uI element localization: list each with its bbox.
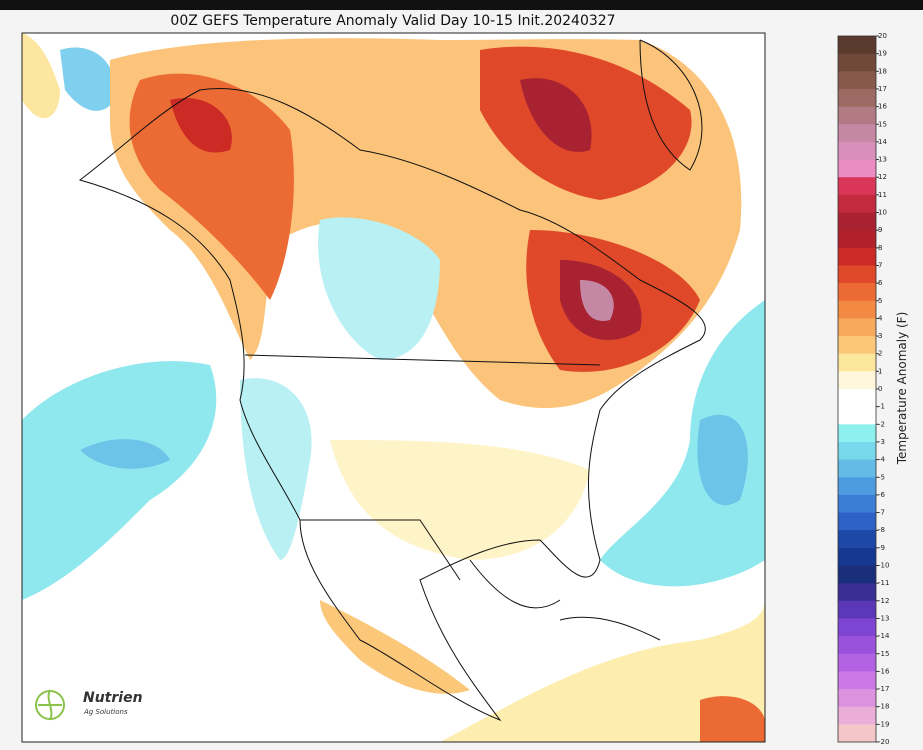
- colorbar-tick-label: 2: [878, 350, 882, 358]
- colorbar-tick-label: -16: [878, 667, 890, 675]
- colorbar-segment: [838, 494, 876, 514]
- colorbar-segment: [838, 283, 876, 302]
- colorbar-tick-label: 19: [878, 50, 887, 58]
- colorbar-tick-label: 0: [878, 385, 882, 393]
- colorbar-tick-label: -15: [878, 650, 889, 658]
- colorbar-segment: [838, 88, 876, 108]
- colorbar-segment: [838, 124, 876, 143]
- colorbar-tick-label: 18: [878, 67, 887, 75]
- colorbar-segment: [838, 141, 876, 161]
- logo-name: Nutrien: [83, 690, 143, 706]
- colorbar-tick-label: -1: [878, 403, 885, 411]
- colorbar-segment: [838, 441, 876, 461]
- colorbar-segment: [838, 724, 876, 743]
- colorbar-tick-label: 10: [878, 209, 887, 217]
- colorbar-segment: [838, 36, 876, 55]
- colorbar-tick-label: 20: [878, 32, 887, 40]
- colorbar-tick-label: 15: [878, 120, 887, 128]
- colorbar-tick-label: -2: [878, 420, 885, 428]
- colorbar-tick-label: -13: [878, 614, 889, 622]
- logo-tagline: Ag Solutions: [83, 708, 128, 716]
- colorbar-segment: [838, 353, 876, 372]
- map-title: 00Z GEFS Temperature Anomaly Valid Day 1…: [170, 13, 615, 29]
- colorbar-segment: [838, 424, 876, 443]
- colorbar-tick-label: 12: [878, 173, 887, 181]
- colorbar-segment: [838, 583, 876, 602]
- colorbar-tick-label: -19: [878, 720, 889, 728]
- colorbar-tick-label: -6: [878, 491, 886, 499]
- colorbar-segment: [838, 247, 876, 266]
- colorbar-segment: [838, 265, 876, 284]
- colorbar-tick-label: 6: [878, 279, 883, 287]
- colorbar-segment: [838, 106, 876, 125]
- colorbar-segment: [838, 71, 876, 90]
- colorbar-segment: [838, 371, 876, 390]
- colorbar-tick-label: -3: [878, 438, 885, 446]
- colorbar-tick-label: 9: [878, 226, 882, 234]
- colorbar-segment: [838, 459, 876, 478]
- colorbar-tick-label: 14: [878, 138, 887, 146]
- colorbar-segment: [838, 177, 876, 196]
- colorbar-tick-label: -11: [878, 579, 889, 587]
- colorbar-segment: [838, 565, 876, 584]
- colorbar: 20191817161514131211109876543210-1-2-3-4…: [837, 32, 890, 746]
- colorbar-segment: [838, 194, 876, 213]
- colorbar-segment: [838, 600, 876, 619]
- colorbar-segment: [838, 159, 876, 178]
- colorbar-segment: [838, 300, 876, 319]
- colorbar-segment: [838, 230, 876, 249]
- colorbar-tick-label: -20: [878, 738, 889, 746]
- colorbar-tick-label: -4: [878, 456, 886, 464]
- logo: Nutrien Ag Solutions: [35, 689, 143, 721]
- colorbar-segment: [838, 512, 876, 531]
- colorbar-segment: [838, 636, 876, 655]
- colorbar-segment: [838, 318, 876, 337]
- colorbar-tick-label: 4: [878, 314, 883, 322]
- colorbar-segment: [838, 389, 876, 408]
- colorbar-segment: [838, 53, 876, 72]
- colorbar-tick-label: 3: [878, 332, 882, 340]
- colorbar-segment: [838, 530, 876, 549]
- colorbar-segment: [838, 212, 876, 231]
- colorbar-tick-label: 7: [878, 261, 882, 269]
- colorbar-segment: [838, 689, 876, 708]
- colorbar-segment: [838, 336, 876, 355]
- colorbar-segment: [838, 653, 876, 672]
- colorbar-tick-label: 16: [878, 103, 887, 111]
- colorbar-tick-label: -14: [878, 632, 890, 640]
- top-bar: [0, 0, 923, 10]
- colorbar-segment: [838, 671, 876, 690]
- colorbar-tick-label: 13: [878, 156, 887, 164]
- colorbar-tick-label: -8: [878, 526, 885, 534]
- colorbar-tick-label: 1: [878, 367, 882, 375]
- colorbar-tick-label: -7: [878, 509, 885, 517]
- colorbar-tick-label: -9: [878, 544, 885, 552]
- colorbar-segment: [838, 547, 876, 566]
- colorbar-tick-label: -18: [878, 703, 889, 711]
- colorbar-tick-label: 11: [878, 191, 887, 199]
- colorbar-tick-label: 8: [878, 244, 882, 252]
- colorbar-label: Temperature Anomaly (F): [895, 312, 909, 466]
- colorbar-segment: [838, 477, 876, 496]
- colorbar-tick-label: 5: [878, 297, 882, 305]
- colorbar-tick-label: -17: [878, 685, 889, 693]
- colorbar-tick-label: 17: [878, 85, 887, 93]
- colorbar-segment: [838, 618, 876, 637]
- colorbar-tick-label: -5: [878, 473, 885, 481]
- map: [21, 32, 766, 743]
- colorbar-segment: [838, 706, 876, 725]
- colorbar-tick-label: -12: [878, 597, 889, 605]
- colorbar-tick-label: -10: [878, 562, 889, 570]
- colorbar-segment: [838, 406, 876, 425]
